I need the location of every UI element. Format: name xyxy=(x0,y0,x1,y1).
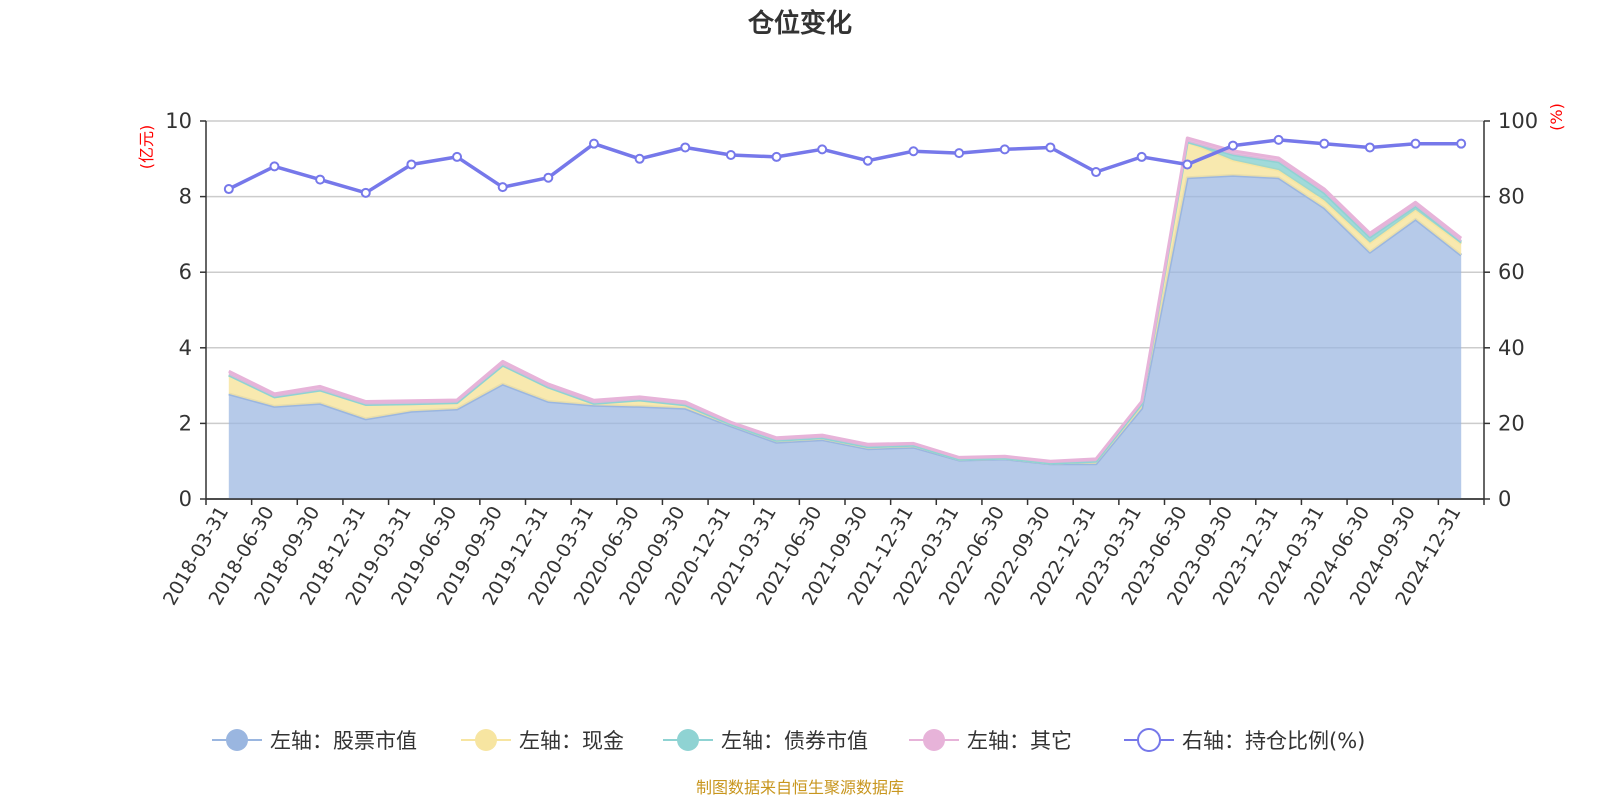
legend-marker xyxy=(1137,728,1161,752)
left-axis-tick-label: 10 xyxy=(165,109,192,133)
ratio-point xyxy=(817,144,828,155)
area-stock-value xyxy=(228,175,1462,499)
ratio-point xyxy=(497,182,508,193)
chart-title: 仓位变化 xyxy=(747,8,852,39)
ratio-line-path xyxy=(228,138,1462,195)
ratio-point xyxy=(1227,140,1238,151)
legend-item-position-ratio[interactable]: 右轴：持仓比例(%) xyxy=(1124,728,1365,753)
right-axis-tick-label: 100 xyxy=(1498,109,1538,133)
left-axis-unit: (亿元) xyxy=(137,125,156,170)
ratio-point xyxy=(954,148,965,159)
ratio-point xyxy=(223,184,234,195)
ratio-point xyxy=(1364,142,1375,153)
ratio-point xyxy=(725,150,736,161)
left-axis-tick-label: 4 xyxy=(179,336,192,360)
position-ratio-line xyxy=(223,134,1467,198)
area-edge-other xyxy=(228,136,1463,463)
left-axis-tick-label: 8 xyxy=(179,185,192,209)
legend-label: 左轴：现金 xyxy=(519,729,624,753)
legend-label: 左轴：债券市值 xyxy=(721,729,868,753)
right-axis-tick-label: 40 xyxy=(1498,336,1525,360)
right-axis-tick-label: 0 xyxy=(1498,487,1511,511)
legend-label: 左轴：股票市值 xyxy=(270,729,417,753)
stacked-areas xyxy=(228,136,1463,499)
right-axis-tick-label: 80 xyxy=(1498,185,1525,209)
legend-marker xyxy=(923,729,945,751)
ratio-point xyxy=(543,172,554,183)
legend-label: 右轴：持仓比例(%) xyxy=(1182,729,1365,753)
legend-marker xyxy=(226,729,248,751)
ratio-point xyxy=(680,142,691,153)
data-source-note: 制图数据来自恒生聚源数据库 xyxy=(696,778,904,797)
area-cash xyxy=(228,141,1462,464)
ratio-point xyxy=(908,146,919,157)
left-axis-tick-label: 2 xyxy=(179,411,192,435)
legend-item-other[interactable]: 左轴：其它 xyxy=(909,729,1072,753)
ratio-point xyxy=(862,155,873,166)
right-axis-tick-label: 60 xyxy=(1498,260,1525,284)
ratio-point xyxy=(999,144,1010,155)
ratio-point xyxy=(452,151,463,162)
ratio-point xyxy=(315,174,326,185)
ratio-point xyxy=(1182,159,1193,170)
ratio-point xyxy=(1456,138,1467,149)
ratio-point xyxy=(1319,138,1330,149)
ratio-point xyxy=(1273,134,1284,145)
right-axis-unit: (%) xyxy=(1547,103,1566,131)
left-axis-tick-label: 0 xyxy=(179,487,192,511)
ratio-point xyxy=(1410,138,1421,149)
ratio-point xyxy=(1091,167,1102,178)
legend-item-bond-value[interactable]: 左轴：债券市值 xyxy=(663,729,868,753)
legend-label: 左轴：其它 xyxy=(967,729,1072,753)
right-axis-tick-label: 20 xyxy=(1498,411,1525,435)
left-axis-tick-label: 6 xyxy=(179,260,192,284)
ratio-point xyxy=(1136,151,1147,162)
ratio-point xyxy=(269,161,280,172)
ratio-point xyxy=(588,138,599,149)
ratio-point xyxy=(406,159,417,170)
legend-marker xyxy=(475,729,497,751)
legend-marker xyxy=(677,729,699,751)
legend-item-stock-value[interactable]: 左轴：股票市值 xyxy=(212,729,417,753)
ratio-point xyxy=(634,153,645,164)
ratio-point xyxy=(1045,142,1056,153)
legend: 左轴：股票市值 左轴：现金 左轴：债券市值 左轴：其它 右轴：持仓比例(%) xyxy=(212,728,1365,753)
ratio-point xyxy=(771,151,782,162)
ratio-point xyxy=(360,187,371,198)
legend-item-cash[interactable]: 左轴：现金 xyxy=(461,729,624,753)
